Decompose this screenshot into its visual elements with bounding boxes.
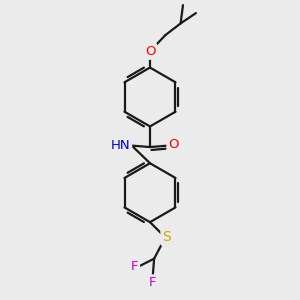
Text: O: O	[145, 45, 155, 58]
Text: F: F	[149, 276, 156, 289]
Text: S: S	[162, 230, 171, 244]
Text: HN: HN	[111, 139, 130, 152]
Text: F: F	[130, 260, 138, 273]
Text: O: O	[168, 139, 179, 152]
